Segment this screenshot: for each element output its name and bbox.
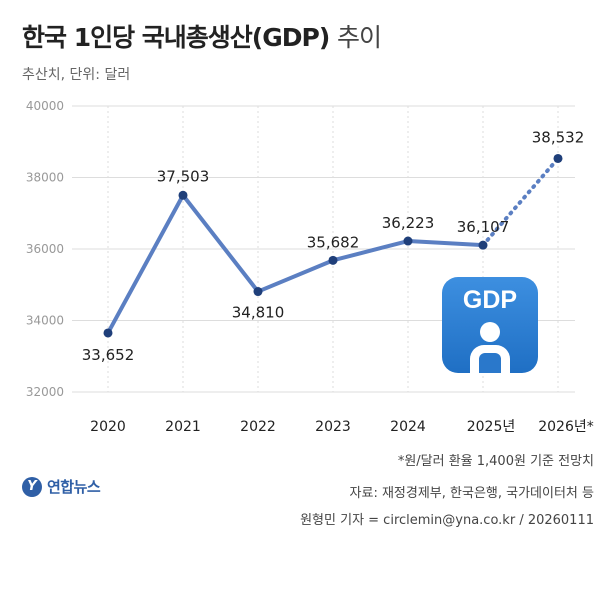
logo-text: 연합뉴스 [47, 478, 101, 496]
source-text: 자료: 재정경제부, 한국은행, 국가데이터처 등 [349, 486, 594, 501]
gdp-icon-label: GDP [462, 286, 518, 314]
x-tick-label: 2025년 [467, 419, 516, 435]
data-label: 34,810 [232, 304, 285, 322]
gdp-person-icon: GDP [442, 277, 538, 373]
y-axis-ticks: 40000 38000 36000 34000 32000 [26, 99, 64, 399]
person-body-icon [470, 345, 510, 373]
x-tick-label: 2022 [240, 419, 276, 435]
yonhap-logo: Y 연합뉴스 [22, 476, 101, 497]
data-point [553, 153, 563, 163]
x-tick-label: 2021 [165, 419, 201, 435]
data-label: 33,652 [82, 346, 135, 364]
y-tick-label: 40000 [26, 99, 64, 113]
data-point [178, 190, 188, 200]
series-points [103, 153, 563, 338]
y-tick-label: 38000 [26, 171, 64, 185]
y-tick-label: 36000 [26, 242, 64, 256]
chart-title: 한국 1인당 국내총생산(GDP) 추이 [22, 18, 382, 54]
title-main: 한국 1인당 국내총생산(GDP) [22, 23, 330, 52]
data-point [103, 328, 113, 338]
y-tick-label: 34000 [26, 314, 64, 328]
data-label: 35,682 [307, 233, 360, 251]
x-axis-ticks: 2020 2021 2022 2023 2024 2025년 2026년* [90, 419, 594, 435]
data-label: 38,532 [532, 128, 585, 146]
data-label: 36,223 [382, 214, 435, 232]
x-tick-label: 2023 [315, 419, 351, 435]
data-point [403, 236, 413, 246]
yonhap-logo-icon: Y [22, 476, 42, 497]
x-tick-label: 2024 [390, 419, 426, 435]
data-labels: 33,652 37,503 34,810 35,682 36,223 36,107 38,5… [82, 128, 585, 363]
data-point [328, 255, 338, 265]
footnote: *원/달러 환율 1,400원 기준 전망치 [397, 454, 594, 469]
series-line-projected [481, 156, 560, 248]
chart-subtitle: 추산치, 단위: 달러 [22, 67, 131, 83]
credit-text: 원형민 기자 = circlemin@yna.co.kr / 20260111 [300, 513, 594, 528]
data-point [253, 287, 263, 297]
data-point [478, 240, 488, 250]
person-head-icon [480, 322, 500, 342]
series-line-actual [106, 193, 485, 335]
x-tick-label: 2020 [90, 419, 126, 435]
y-tick-label: 32000 [26, 385, 64, 399]
x-tick-label: 2026년* [538, 419, 594, 435]
title-suffix: 추이 [336, 23, 382, 52]
data-label: 37,503 [157, 167, 210, 185]
data-label: 36,107 [457, 218, 510, 236]
series-line [106, 156, 560, 335]
